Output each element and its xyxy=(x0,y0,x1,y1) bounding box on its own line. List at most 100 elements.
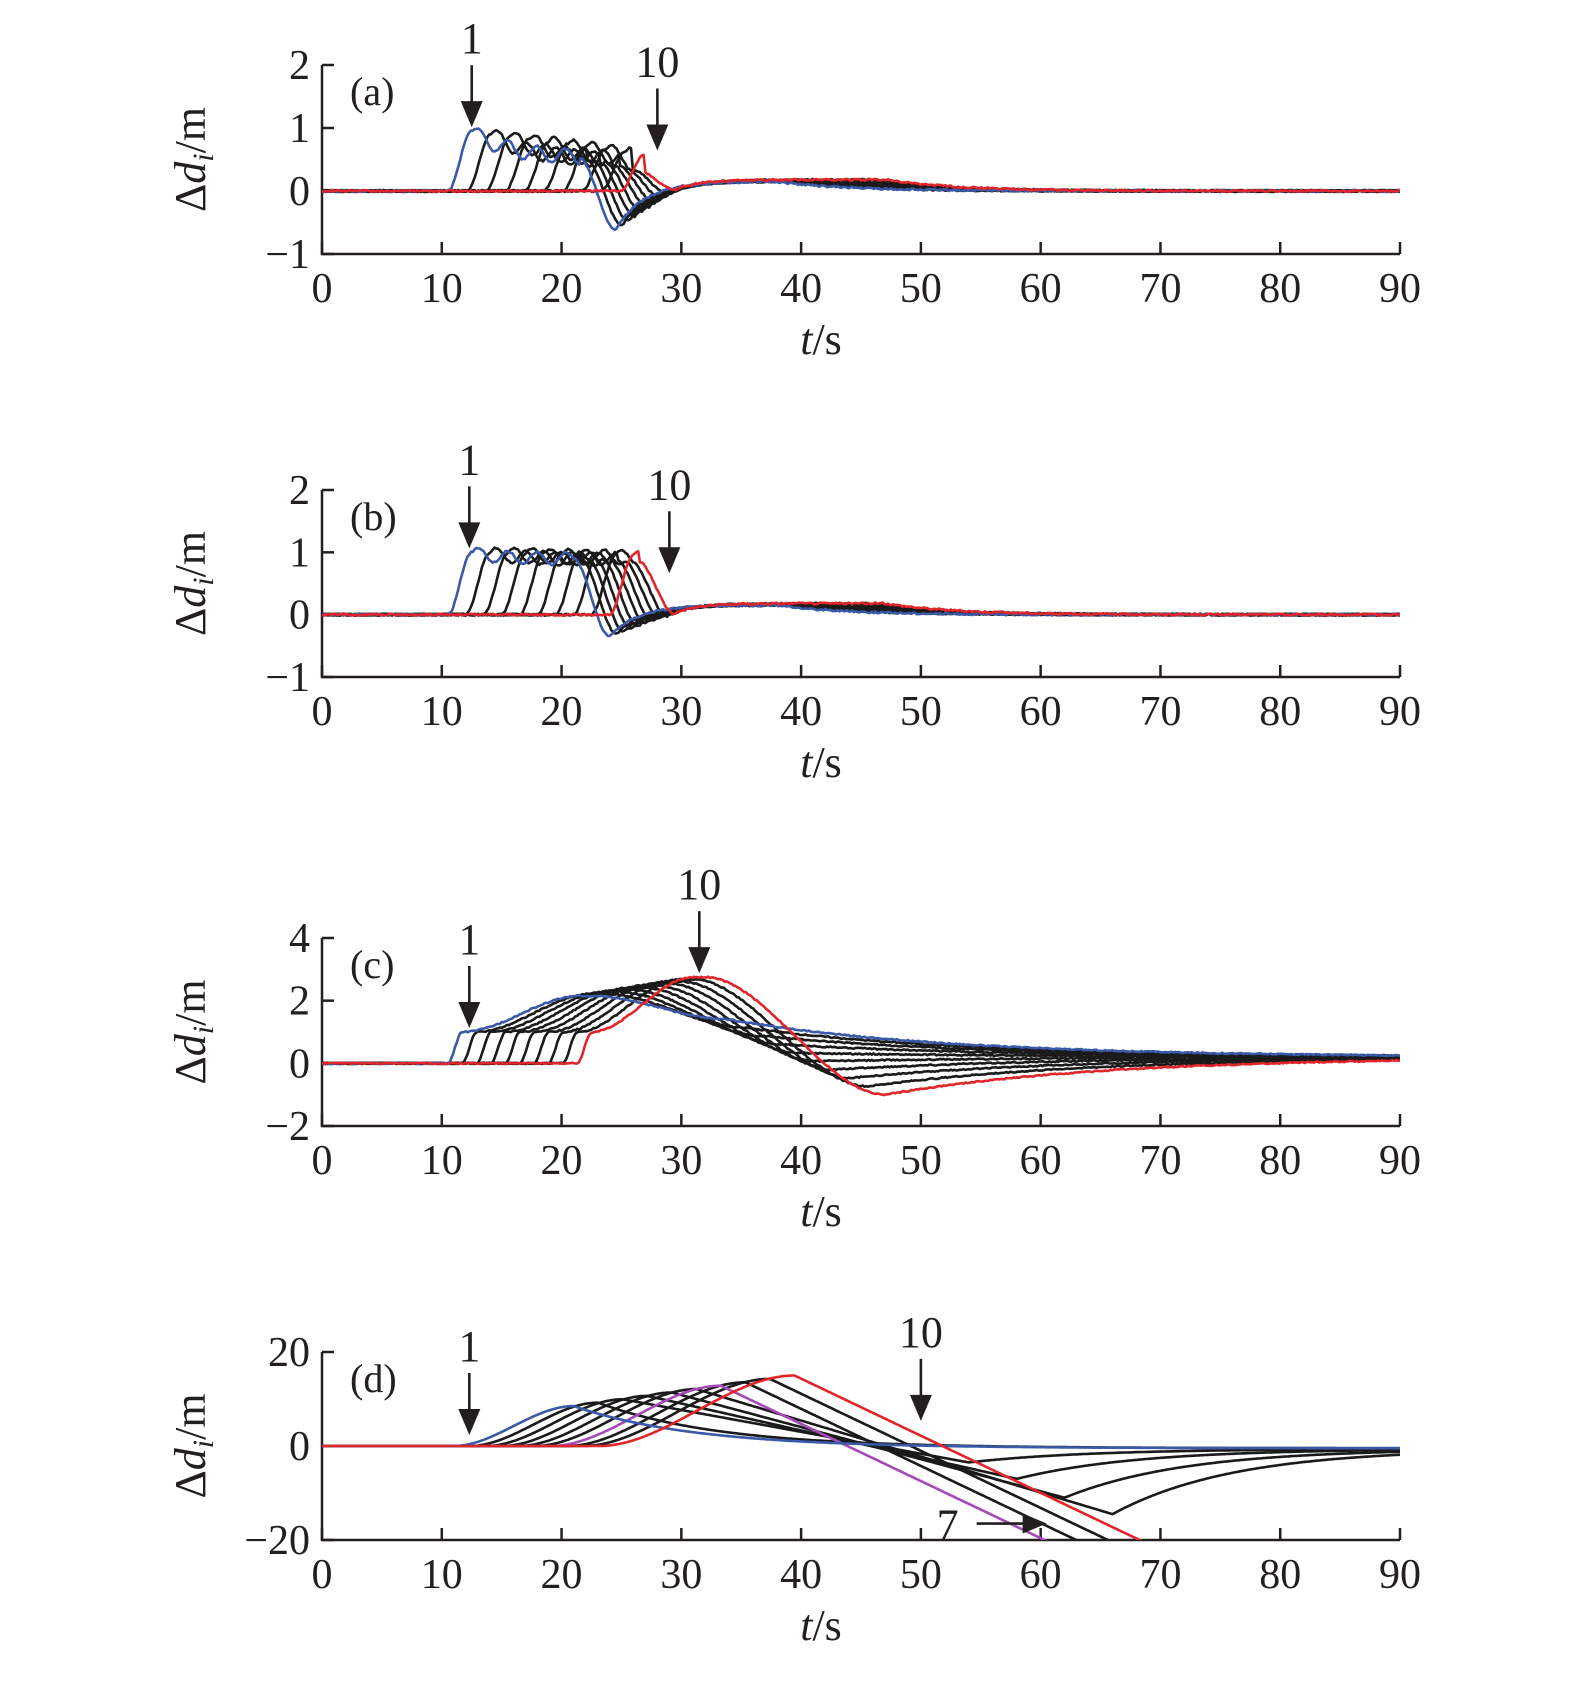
annotation-arrowhead xyxy=(658,547,681,574)
x-tick-label: 80 xyxy=(1259,266,1301,312)
y-axis-label: Δdi/m xyxy=(166,979,220,1084)
annotation-label: 10 xyxy=(647,460,691,509)
y-tick-label: −2 xyxy=(265,1104,310,1150)
x-tick-label: 90 xyxy=(1379,266,1421,312)
series-group xyxy=(322,127,1400,231)
annotation-label: 10 xyxy=(899,1308,943,1357)
x-tick-label: 70 xyxy=(1139,1552,1181,1598)
y-tick-label: 0 xyxy=(289,593,310,639)
annotation-label: 1 xyxy=(458,915,480,964)
x-axis-label: t/s xyxy=(800,1601,842,1650)
y-tick-label: 2 xyxy=(289,43,310,89)
x-tick-label: 30 xyxy=(660,266,702,312)
x-tick-label: 40 xyxy=(780,1138,822,1184)
x-tick-label: 20 xyxy=(541,1138,583,1184)
x-tick-label: 20 xyxy=(541,1552,583,1598)
x-axis-label: t/s xyxy=(800,315,842,364)
x-tick-label: 50 xyxy=(900,1138,942,1184)
y-tick-label: 0 xyxy=(289,169,310,215)
annotation-label: 1 xyxy=(461,14,483,63)
y-tick-label: −1 xyxy=(265,655,310,701)
series-line-vehicle-10 xyxy=(322,153,1400,194)
series-line-vehicle-9 xyxy=(322,1377,1111,1540)
x-tick-label: 90 xyxy=(1379,1552,1421,1598)
y-tick-label: −20 xyxy=(244,1518,310,1564)
series-line-vehicle-10 xyxy=(322,975,1400,1097)
panel-tag: (c) xyxy=(350,942,394,987)
series-line-vehicle-2 xyxy=(322,546,1400,635)
x-tick-label: 20 xyxy=(541,689,583,735)
series-group xyxy=(322,546,1400,638)
x-tick-label: 10 xyxy=(421,1138,463,1184)
x-tick-label: 80 xyxy=(1259,1138,1301,1184)
annotation-arrowhead xyxy=(460,101,483,128)
annotation-arrowhead xyxy=(458,522,481,549)
panel-tag: (a) xyxy=(350,69,394,114)
annotation-label: 10 xyxy=(677,860,721,909)
series-line-vehicle-2 xyxy=(322,1401,1400,1450)
x-tick-label: 70 xyxy=(1139,689,1181,735)
x-tick-label: 50 xyxy=(900,266,942,312)
y-axis-label: Δdi/m xyxy=(166,531,220,636)
x-tick-label: 50 xyxy=(900,1552,942,1598)
panel-tag: (b) xyxy=(350,494,397,539)
y-tick-label: −1 xyxy=(265,232,310,278)
x-tick-label: 0 xyxy=(312,1552,333,1598)
series-group xyxy=(322,1374,1400,1540)
annotation-arrowhead xyxy=(1022,1513,1047,1534)
x-tick-label: 30 xyxy=(660,1138,702,1184)
x-tick-label: 30 xyxy=(660,689,702,735)
y-tick-label: 0 xyxy=(289,1041,310,1087)
x-tick-label: 0 xyxy=(312,689,333,735)
x-tick-label: 90 xyxy=(1379,689,1421,735)
series-group xyxy=(322,975,1400,1097)
x-tick-label: 50 xyxy=(900,689,942,735)
x-tick-label: 70 xyxy=(1139,1138,1181,1184)
x-tick-label: 60 xyxy=(1020,1138,1062,1184)
annotation-arrowhead xyxy=(458,1002,481,1028)
x-tick-label: 60 xyxy=(1020,266,1062,312)
x-tick-label: 0 xyxy=(312,1138,333,1184)
y-axis-label: Δdi/m xyxy=(166,1393,220,1498)
x-tick-label: 10 xyxy=(421,266,463,312)
x-tick-label: 90 xyxy=(1379,1138,1421,1184)
x-axis-label: t/s xyxy=(800,1187,842,1236)
annotation-label: 7 xyxy=(937,1501,959,1550)
y-tick-label: 1 xyxy=(289,530,310,576)
y-tick-label: 2 xyxy=(289,979,310,1025)
x-tick-label: 80 xyxy=(1259,1552,1301,1598)
annotation-arrowhead xyxy=(458,1408,481,1435)
series-line-vehicle-7 xyxy=(322,140,1400,205)
y-tick-label: 0 xyxy=(289,1424,310,1470)
x-tick-label: 70 xyxy=(1139,266,1181,312)
series-line-vehicle-10 xyxy=(322,550,1400,617)
x-tick-label: 40 xyxy=(780,689,822,735)
annotation-label: 1 xyxy=(458,435,480,484)
x-axis-label: t/s xyxy=(800,738,842,787)
x-tick-label: 40 xyxy=(780,1552,822,1598)
x-tick-label: 40 xyxy=(780,266,822,312)
x-tick-label: 60 xyxy=(1020,689,1062,735)
series-line-vehicle-1 xyxy=(322,1404,1400,1450)
x-tick-label: 10 xyxy=(421,1552,463,1598)
y-tick-label: 20 xyxy=(268,1330,310,1376)
series-line-vehicle-1 xyxy=(322,994,1400,1066)
y-tick-label: 2 xyxy=(289,468,310,514)
series-line-vehicle-2 xyxy=(322,128,1400,227)
axis-frame xyxy=(320,65,1400,256)
annotation-label: 1 xyxy=(458,1322,480,1371)
annotation-label: 10 xyxy=(635,37,679,86)
series-line-vehicle-10 xyxy=(322,1374,1143,1540)
axis-frame xyxy=(320,490,1400,679)
x-tick-label: 0 xyxy=(312,266,333,312)
panel-tag: (d) xyxy=(350,1356,397,1401)
x-tick-label: 80 xyxy=(1259,689,1301,735)
x-tick-label: 20 xyxy=(541,266,583,312)
annotation-arrowhead xyxy=(909,1394,932,1421)
y-axis-label: Δdi/m xyxy=(166,107,220,212)
